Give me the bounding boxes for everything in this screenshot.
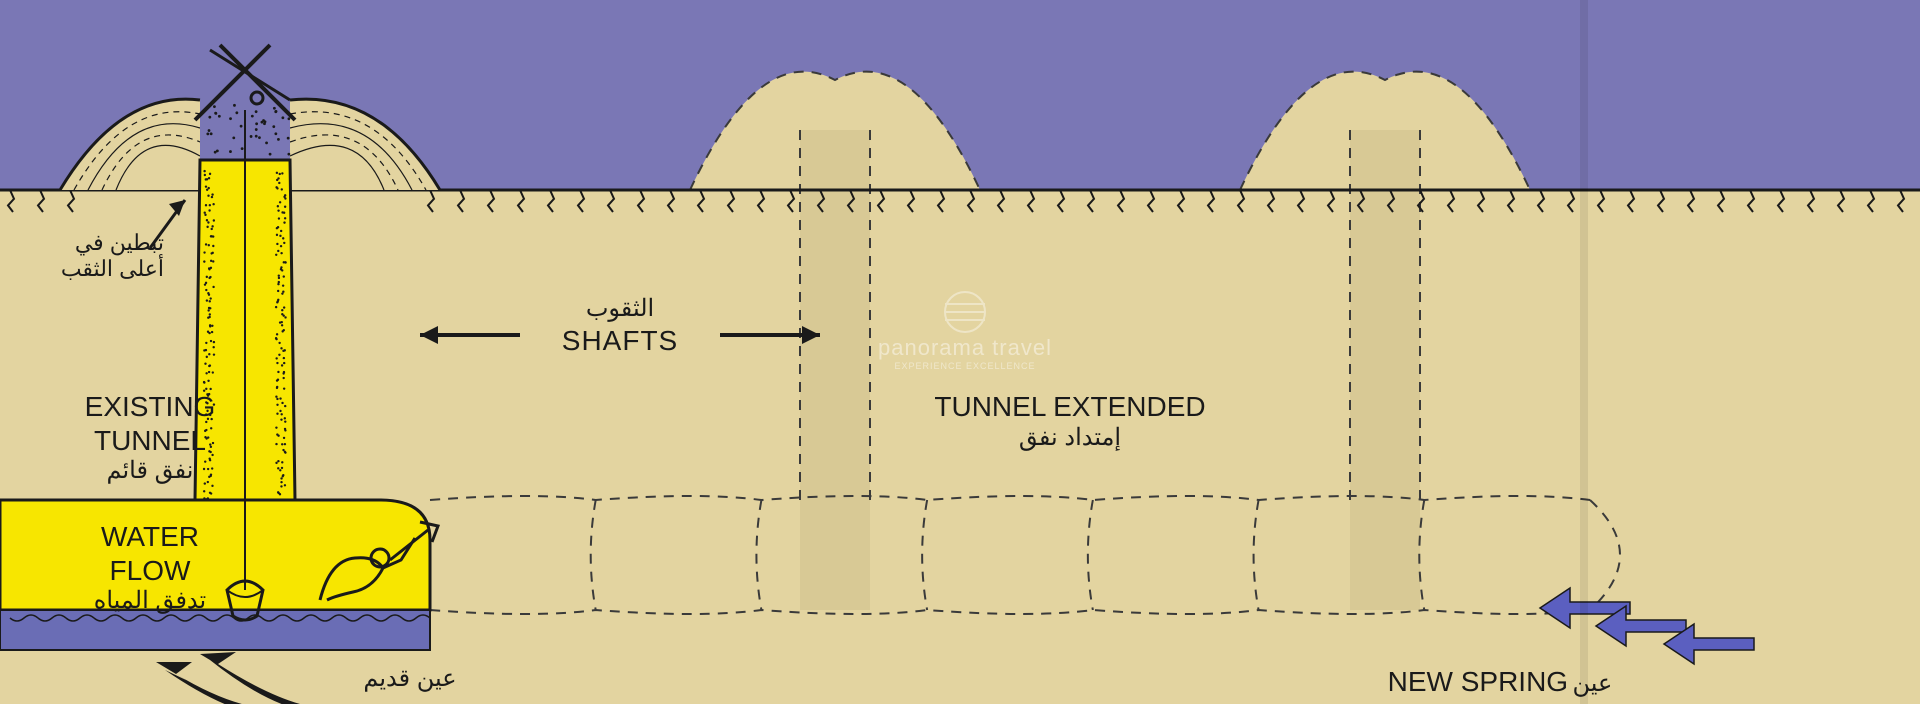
diagram-stage: تبطين في أعلى الثقب EXISTING TUNNEL نفق …: [0, 0, 1920, 704]
photo-edge: [1580, 0, 1588, 704]
watermark-globe-icon: [935, 290, 995, 335]
label-shafts: الثقوب SHAFTS: [540, 295, 700, 357]
label-lining: تبطين في أعلى الثقب: [44, 230, 164, 283]
watermark-line1: panorama travel: [840, 335, 1090, 361]
label-old-spring: عين قديم: [340, 665, 480, 694]
label-tunnel-extended: TUNNEL EXTENDED إمتداد نفق: [910, 390, 1230, 452]
label-water-flow: WATER FLOW تدفق المياه: [60, 520, 240, 616]
label-new-spring: NEW SPRING عين جديدة: [1370, 665, 1630, 704]
watermark-line2: EXPERIENCE EXCELLENCE: [840, 361, 1090, 371]
watermark: panorama travel EXPERIENCE EXCELLENCE: [840, 290, 1090, 371]
label-existing-tunnel: EXISTING TUNNEL نفق قائم: [60, 390, 240, 486]
